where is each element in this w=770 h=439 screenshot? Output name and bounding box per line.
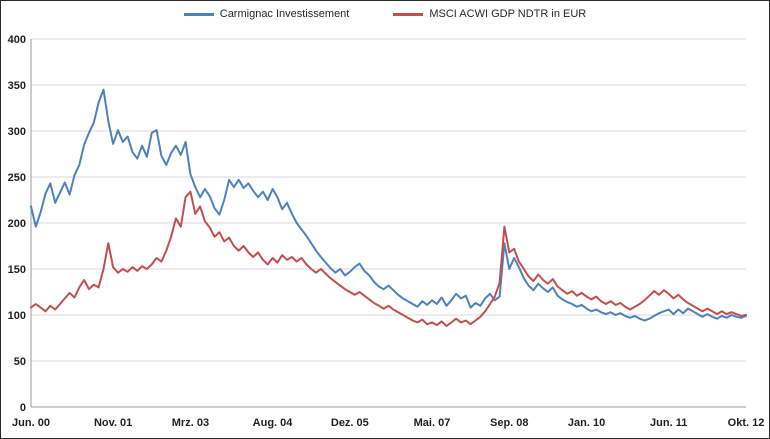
y-axis-tick-label: 350 — [8, 80, 26, 92]
series-line-carmignac-investissement — [30, 88, 747, 322]
legend-label-carmignac-investissement: Carmignac Investissement — [219, 8, 350, 20]
x-axis-tick-label: Okt. 12 — [728, 417, 765, 429]
x-axis-tick-label: Aug. 04 — [253, 417, 294, 429]
x-axis-tick-label: Jun. 00 — [12, 417, 50, 429]
chart-legend: Carmignac Investissement MSCI ACWI GDP N… — [1, 8, 769, 20]
y-axis-tick-label: 50 — [14, 356, 26, 368]
x-axis-tick-label: Mai. 07 — [414, 417, 451, 429]
y-axis-tick-label: 0 — [20, 402, 26, 414]
y-axis-tick-label: 150 — [8, 264, 26, 276]
x-axis-tick-label: Sep. 08 — [490, 417, 529, 429]
series-line-msci-acwi-gdp-ndtr-eur — [30, 190, 747, 327]
y-axis-tick-label: 200 — [8, 218, 26, 230]
x-axis-tick-label: Mrz. 03 — [172, 417, 209, 429]
y-axis-tick-label: 100 — [8, 310, 26, 322]
legend-item-msci-acwi: MSCI ACWI GDP NDTR in EUR — [393, 8, 586, 20]
x-axis-tick-label: Jun. 11 — [650, 417, 687, 429]
y-axis-tick-label: 250 — [8, 172, 26, 184]
legend-label-msci-acwi: MSCI ACWI GDP NDTR in EUR — [429, 8, 587, 20]
x-axis-tick-label: Jan. 10 — [568, 417, 605, 429]
x-axis-tick-label: Nov. 01 — [94, 417, 132, 429]
y-axis-tick-label: 400 — [8, 34, 26, 46]
y-axis-tick-label: 300 — [8, 126, 26, 138]
x-axis-tick-label: Dez. 05 — [331, 417, 369, 429]
legend-item-carmignac-investissement: Carmignac Investissement — [183, 8, 350, 20]
legend-line-swatch-red — [393, 12, 424, 16]
legend-line-swatch-blue — [183, 12, 214, 16]
